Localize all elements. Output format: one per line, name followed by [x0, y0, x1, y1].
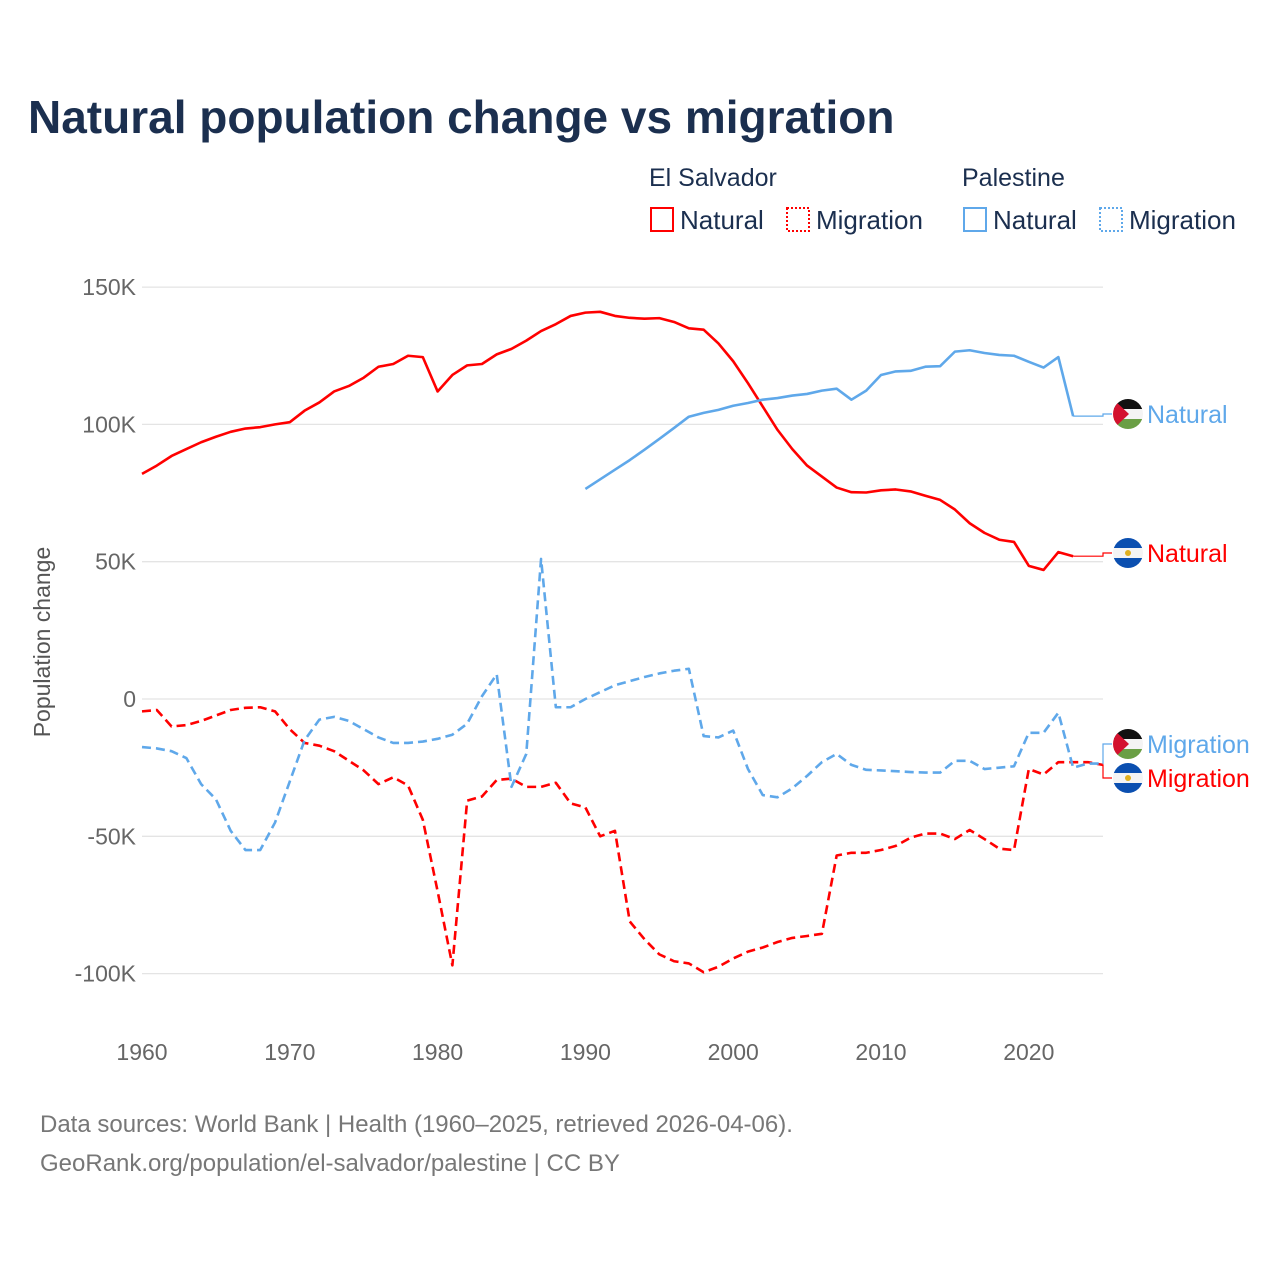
- x-tick-label: 1980: [412, 1039, 463, 1065]
- legend-item-ps-migration[interactable]: Migration: [1099, 205, 1236, 235]
- end-label: Migration: [1147, 765, 1250, 793]
- series-line-palestine-migration: [141, 557, 1103, 852]
- series-line-el-salvador-natural: [141, 310, 1074, 572]
- label-connector: [1102, 743, 1112, 765]
- y-tick-label: 100K: [82, 411, 136, 437]
- series-line-el-salvador-migration: [141, 705, 1103, 974]
- footer-link[interactable]: GeoRank.org/population/el-salvador/pales…: [40, 1150, 620, 1177]
- y-tick-label: 0: [123, 686, 136, 712]
- footer-sources: Data sources: World Bank | Health (1960–…: [40, 1111, 793, 1138]
- y-tick-label: -100K: [75, 961, 137, 987]
- y-axis-label: Population change: [29, 547, 55, 738]
- y-tick-label: 50K: [95, 549, 137, 575]
- el-salvador-flag-icon: [1113, 763, 1143, 793]
- x-tick-label: 2000: [708, 1039, 759, 1065]
- y-axis: 150K 100K 50K 0 -50K -100K: [75, 274, 137, 987]
- legend-group-palestine: Palestine: [962, 164, 1065, 192]
- x-axis: 1960 1970 1980 1990 2000 2010 2020: [116, 1039, 1054, 1065]
- series-lines: [141, 310, 1103, 974]
- legend-label: Natural: [680, 205, 764, 235]
- legend-item-es-natural[interactable]: Natural: [650, 205, 764, 235]
- legend-label: Natural: [993, 205, 1077, 235]
- x-tick-label: 1960: [116, 1039, 167, 1065]
- series-line-palestine-natural: [584, 348, 1075, 491]
- legend-swatch-dotted: [1099, 207, 1123, 232]
- x-tick-label: 2020: [1003, 1039, 1054, 1065]
- x-tick-label: 2010: [855, 1039, 906, 1065]
- end-label: Natural: [1147, 540, 1228, 568]
- legend-item-ps-natural[interactable]: Natural: [963, 205, 1077, 235]
- legend-item-es-migration[interactable]: Migration: [786, 205, 923, 235]
- legend-swatch-solid: [963, 207, 987, 232]
- legend-group-el-salvador: El Salvador: [649, 164, 777, 192]
- legend-swatch-solid: [650, 207, 674, 232]
- label-connector: [1073, 413, 1112, 417]
- grid: [142, 286, 1103, 975]
- el-salvador-flag-icon: [1113, 538, 1143, 568]
- label-connector: [1073, 552, 1112, 557]
- legend-label: Migration: [816, 205, 923, 235]
- end-label: Migration: [1147, 731, 1250, 759]
- chart-title: Natural population change vs migration: [28, 91, 894, 143]
- y-tick-label: 150K: [82, 274, 136, 300]
- label-connector: [1102, 764, 1112, 779]
- end-labels: Natural Migration Natural Migration: [1073, 399, 1250, 793]
- end-label: Natural: [1147, 401, 1228, 429]
- palestine-flag-icon: [1113, 729, 1143, 759]
- x-tick-label: 1990: [560, 1039, 611, 1065]
- x-tick-label: 1970: [264, 1039, 315, 1065]
- legend-swatch-dotted: [786, 207, 810, 232]
- legend-label: Migration: [1129, 205, 1236, 235]
- palestine-flag-icon: [1113, 399, 1143, 429]
- legend: El Salvador Palestine Natural Migration …: [649, 164, 1236, 235]
- y-tick-label: -50K: [87, 823, 136, 849]
